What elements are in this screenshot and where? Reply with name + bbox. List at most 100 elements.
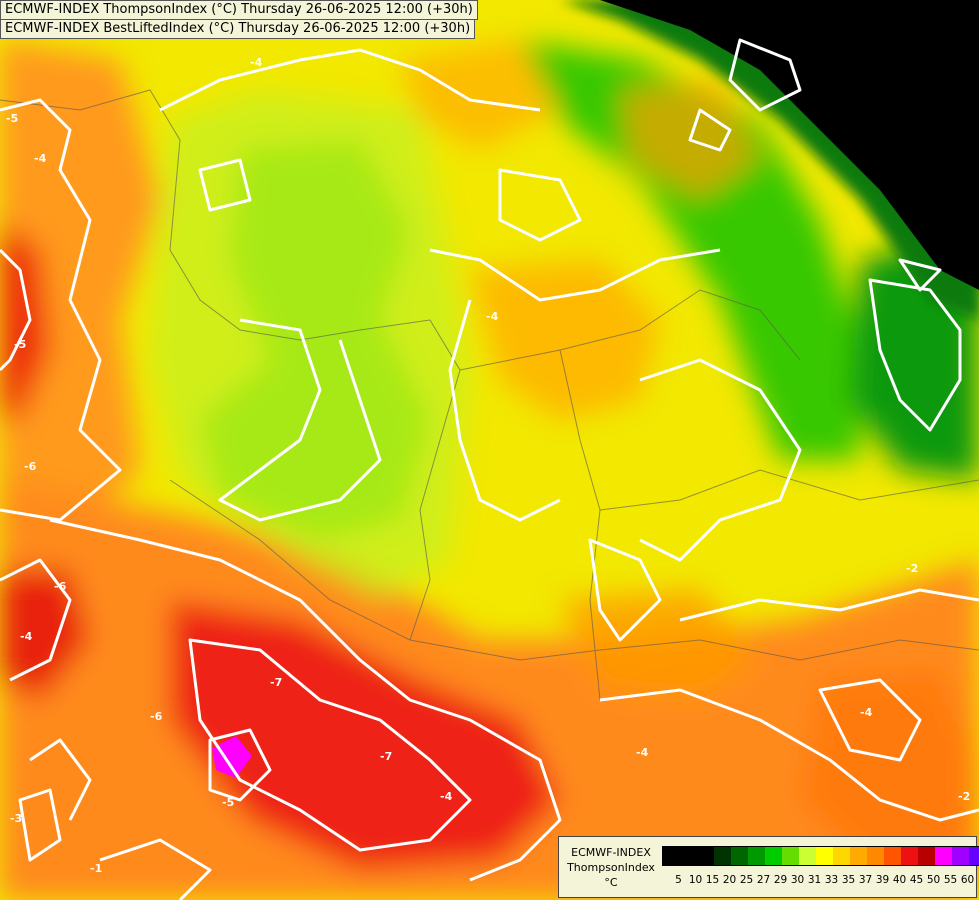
legend-parameter: ThompsonIndex xyxy=(567,861,655,874)
border-line xyxy=(409,319,461,641)
legend-swatch xyxy=(680,847,697,865)
contour-line xyxy=(868,278,962,432)
region-green-north xyxy=(520,40,860,460)
legend-swatch xyxy=(697,847,714,865)
contour-label: -7 xyxy=(380,750,392,763)
contour-label: -4 xyxy=(486,310,499,323)
legend-unit: °C xyxy=(604,876,618,889)
contour-label: -7 xyxy=(270,676,282,689)
contour-line xyxy=(0,558,72,682)
legend-swatch xyxy=(969,847,979,865)
contour-line xyxy=(0,248,32,372)
legend-tick: 5 xyxy=(675,874,682,886)
contour-label: -6 xyxy=(54,580,67,593)
legend-swatch xyxy=(952,847,969,865)
border-line xyxy=(0,89,431,341)
contour-line xyxy=(29,738,92,821)
legend-tick: 10 xyxy=(688,874,703,886)
region-orange-southeast xyxy=(800,670,979,880)
border-line xyxy=(599,639,979,661)
region-orange-center xyxy=(470,260,660,420)
legend-color-bar xyxy=(662,846,979,866)
contour-label: -4 xyxy=(20,630,33,643)
legend-tick: 40 xyxy=(892,874,907,886)
legend-tick-labels: 5 10 15 20 25 27 29 30 31 33 35 37 39 40 45 50 55 60 xyxy=(662,874,976,886)
legend-swatch xyxy=(816,847,833,865)
contour-label: -1 xyxy=(90,862,102,875)
map-title-primary: ECMWF-INDEX ThompsonIndex (°C) Thursday … xyxy=(0,0,478,20)
contour-line xyxy=(198,158,252,212)
contour-label: -5 xyxy=(6,112,18,125)
region-red-west xyxy=(0,220,50,420)
legend-tick: 45 xyxy=(909,874,924,886)
legend-swatch xyxy=(663,847,680,865)
legend-tick: 30 xyxy=(790,874,805,886)
contour-label: -2 xyxy=(958,790,970,803)
region-red-south xyxy=(170,600,560,870)
contour-label: -4 xyxy=(34,152,47,165)
legend-swatch xyxy=(833,847,850,865)
region-orange-north xyxy=(400,40,560,150)
contour-line xyxy=(99,838,212,900)
contour-line xyxy=(218,318,382,522)
legend-tick: 37 xyxy=(858,874,873,886)
legend-tick: 29 xyxy=(773,874,788,886)
contour-label: -5 xyxy=(14,338,26,351)
border-line xyxy=(459,289,801,371)
legend-tick: 35 xyxy=(841,874,856,886)
legend-tick: 55 xyxy=(943,874,958,886)
contour-label: -4 xyxy=(860,706,873,719)
legend-tick: 50 xyxy=(926,874,941,886)
contour-label: -3 xyxy=(10,812,22,825)
region-orange-southcenter xyxy=(560,590,760,700)
contour-label: -5 xyxy=(222,796,234,809)
border-line xyxy=(169,479,601,661)
contour-line xyxy=(688,108,732,152)
contour-line xyxy=(498,168,582,242)
contour-line xyxy=(898,258,942,292)
contour-line xyxy=(728,38,802,112)
legend-tick: 15 xyxy=(705,874,720,886)
region-black-northeast xyxy=(600,0,979,290)
legend-swatch xyxy=(782,847,799,865)
contour-line xyxy=(448,299,561,522)
contour-label: -4 xyxy=(440,790,453,803)
contour-line xyxy=(639,358,802,562)
legend-swatch xyxy=(867,847,884,865)
contour-line xyxy=(18,788,62,862)
region-red-southwest xyxy=(0,570,90,700)
legend-tick: 39 xyxy=(875,874,890,886)
legend-swatch xyxy=(748,847,765,865)
border-line xyxy=(599,469,979,511)
legend-model: ECMWF-INDEX xyxy=(571,846,651,859)
legend-swatch xyxy=(799,847,816,865)
legend-swatch xyxy=(884,847,901,865)
map-title-secondary: ECMWF-INDEX BestLiftedIndex (°C) Thursda… xyxy=(0,19,476,39)
legend-tick: 20 xyxy=(722,874,737,886)
legend-tick: 33 xyxy=(824,874,839,886)
legend-tick: 25 xyxy=(739,874,754,886)
contour-label: -4 xyxy=(636,746,649,759)
legend-swatch xyxy=(714,847,731,865)
legend-swatch xyxy=(918,847,935,865)
contour-line xyxy=(429,248,721,302)
contour-label: -6 xyxy=(24,460,37,473)
contour-line xyxy=(599,688,979,822)
contour-label: -6 xyxy=(150,710,163,723)
contour-label: -2 xyxy=(906,562,918,575)
legend-tick: 60 xyxy=(960,874,975,886)
contour-line xyxy=(208,728,272,802)
contour-line xyxy=(159,48,541,112)
contour-line xyxy=(679,588,979,622)
contour-line xyxy=(0,98,122,522)
legend-swatch xyxy=(850,847,867,865)
region-lightgreen-central xyxy=(150,90,470,600)
contour-line xyxy=(588,538,662,642)
contour-line xyxy=(49,518,562,882)
region-magenta-spot xyxy=(212,736,252,778)
legend-swatch xyxy=(765,847,782,865)
legend-swatch xyxy=(731,847,748,865)
legend-label: ECMWF-INDEX ThompsonIndex °C xyxy=(563,845,659,890)
region-orange-west xyxy=(0,40,160,520)
